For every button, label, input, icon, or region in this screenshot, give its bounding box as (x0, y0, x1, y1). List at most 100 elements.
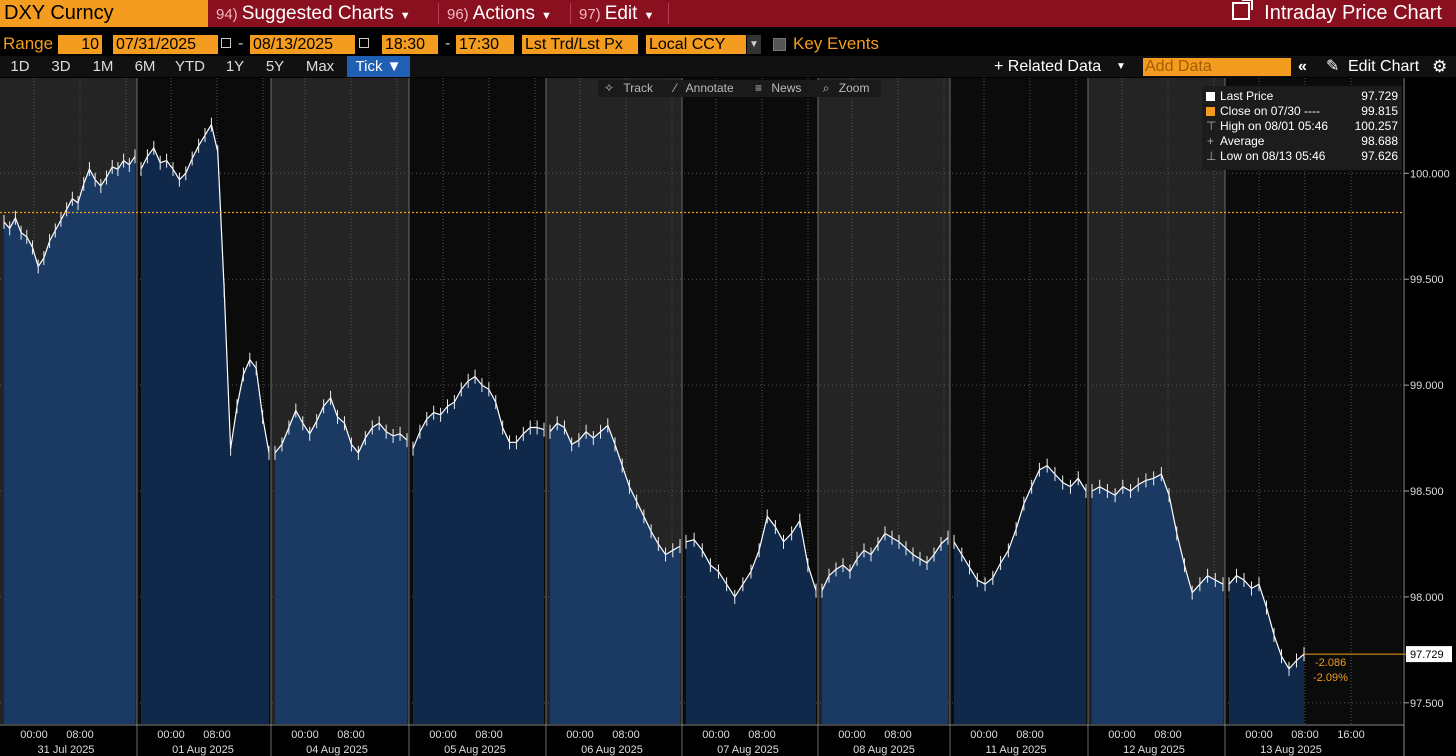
change-value: -2.086 (1315, 657, 1346, 669)
window-title[interactable]: Intraday Price Chart (1232, 0, 1442, 27)
x-tick-label: 00:00 (702, 729, 730, 741)
external-link-icon (1232, 0, 1254, 20)
range-button-1y[interactable]: 1Y (225, 58, 245, 75)
legend-last-price[interactable]: Last Price 97.729 (1206, 89, 1398, 103)
related-data-button[interactable]: + Related Data (994, 58, 1102, 75)
chevron-down-icon: ▼ (541, 10, 552, 22)
menu-label: Edit (604, 3, 638, 24)
menu-suggested-charts[interactable]: 94) Suggested Charts ▼ (216, 0, 411, 27)
pencil-icon[interactable]: ✎ (1326, 58, 1340, 75)
chart-legend: Last Price 97.729 Close on 07/30 ---- 99.8… (1202, 86, 1402, 170)
menu-label: Suggested Charts (241, 3, 394, 24)
start-date-field[interactable]: 07/31/2025 (113, 35, 218, 54)
range-dash: - (238, 35, 244, 52)
menu-edit[interactable]: 97) Edit ▼ (579, 0, 654, 27)
chevron-down-icon: ▼ (643, 10, 655, 22)
chevron-down-icon[interactable]: ▼ (747, 35, 761, 54)
interval-field[interactable]: 10 (58, 35, 102, 54)
x-tick-label: 08:00 (66, 729, 94, 741)
edit-chart-button[interactable]: Edit Chart (1348, 58, 1420, 75)
price-area (954, 465, 1086, 724)
range-button-1d[interactable]: 1D (10, 58, 30, 75)
range-controls: Range 10 07/31/2025 - 08/13/2025 18:30 -… (0, 33, 1456, 55)
chevron-down-icon: ▼ (399, 10, 411, 22)
y-tick-label: 100.000 (1410, 168, 1450, 180)
price-chart[interactable]: -2.086 -2.09% 100.000 99.500 99.000 98.500 98… (0, 78, 1456, 756)
period-toolbar: 1D 3D 1M 6M YTD 1Y 5Y Max Tick ▼ + Relat… (0, 56, 1456, 77)
price-type-select[interactable]: Lst Trd/Lst Px (522, 35, 638, 54)
x-date-label: 01 Aug 2025 (172, 744, 234, 756)
price-area (550, 423, 680, 724)
legend-high[interactable]: ⊤ High on 08/01 05:46 100.257 (1206, 119, 1398, 133)
calendar-icon[interactable] (359, 38, 369, 48)
x-tick-label: 08:00 (475, 729, 503, 741)
menu-divider (570, 3, 571, 24)
x-tick-label: 08:00 (1016, 729, 1044, 741)
x-tick-label: 00:00 (157, 729, 185, 741)
y-tick-label: 98.000 (1410, 592, 1444, 604)
y-tick-label: 98.500 (1410, 486, 1444, 498)
x-date-label: 05 Aug 2025 (444, 744, 506, 756)
x-tick-label: 08:00 (203, 729, 231, 741)
end-time-field[interactable]: 17:30 (456, 35, 514, 54)
change-percent: -2.09% (1313, 672, 1348, 684)
annotate-tool[interactable]: ⁄ Annotate (674, 81, 734, 95)
x-date-label: 08 Aug 2025 (853, 744, 915, 756)
track-tool[interactable]: ✧ Track (604, 81, 653, 95)
legend-average[interactable]: + Average 98.688 (1206, 134, 1398, 148)
add-data-input[interactable]: Add Data (1143, 58, 1291, 76)
x-date-label: 11 Aug 2025 (986, 744, 1047, 756)
menu-actions[interactable]: 96) Actions ▼ (447, 0, 552, 27)
menu-number: 96) (447, 6, 469, 23)
currency-select[interactable]: Local CCY (646, 35, 746, 54)
calendar-icon[interactable] (221, 38, 231, 48)
range-button-5y[interactable]: 5Y (265, 58, 285, 75)
end-date-field[interactable]: 08/13/2025 (250, 35, 355, 54)
range-button-1m[interactable]: 1M (92, 58, 114, 75)
y-tick-label: 99.500 (1410, 274, 1444, 286)
key-events-checkbox[interactable] (773, 38, 786, 51)
price-line (953, 464, 1087, 585)
x-tick-label: 08:00 (612, 729, 640, 741)
x-date-label: 06 Aug 2025 (581, 744, 643, 756)
x-tick-label: 08:00 (1291, 729, 1319, 741)
last-value-box (1406, 646, 1452, 663)
chevron-down-icon[interactable]: ▼ (1116, 61, 1126, 72)
legend-swatch (1206, 92, 1215, 101)
price-area (686, 516, 816, 724)
start-time-field[interactable]: 18:30 (382, 35, 438, 54)
legend-swatch (1206, 107, 1215, 116)
key-events-label: Key Events (793, 34, 879, 53)
x-date-label: 13 Aug 2025 (1260, 744, 1322, 756)
high-marker-icon: ⊤ (1206, 119, 1217, 133)
price-area (413, 376, 544, 724)
x-date-label: 07 Aug 2025 (717, 744, 779, 756)
price-line (1091, 473, 1224, 594)
security-ticker-field[interactable]: DXY Curncy (0, 0, 208, 27)
range-button-max[interactable]: Max (305, 58, 335, 75)
price-line (274, 396, 408, 455)
x-date-label: 04 Aug 2025 (306, 744, 368, 756)
tick-dropdown[interactable]: Tick ▼ (347, 56, 410, 77)
price-line (412, 375, 545, 449)
news-tool[interactable]: ≡ News (755, 81, 802, 95)
window-title-text: Intraday Price Chart (1264, 2, 1442, 24)
price-line (3, 156, 136, 268)
range-button-ytd[interactable]: YTD (175, 58, 205, 75)
gear-icon[interactable]: ⚙ (1432, 57, 1448, 76)
x-tick-label: 16:00 (1337, 729, 1365, 741)
x-tick-label: 00:00 (20, 729, 48, 741)
legend-low[interactable]: ⊥ Low on 08/13 05:46 97.626 (1206, 149, 1398, 163)
x-date-label: 12 Aug 2025 (1123, 744, 1185, 756)
zoom-tool[interactable]: ⌕ Zoom (822, 81, 870, 95)
x-tick-label: 08:00 (1154, 729, 1182, 741)
range-button-6m[interactable]: 6M (134, 58, 156, 75)
legend-close[interactable]: Close on 07/30 ---- 99.815 (1206, 104, 1398, 118)
last-value-label: 97.729 (1410, 649, 1444, 661)
range-button-3d[interactable]: 3D (51, 58, 71, 75)
y-tick-label: 97.500 (1410, 698, 1444, 710)
collapse-icon[interactable]: « (1298, 58, 1307, 75)
price-area (275, 397, 407, 724)
range-label: Range (3, 34, 54, 53)
chart-toolbox: ✧ Track ⁄ Annotate ≡ News ⌕ Zoom (598, 80, 882, 97)
